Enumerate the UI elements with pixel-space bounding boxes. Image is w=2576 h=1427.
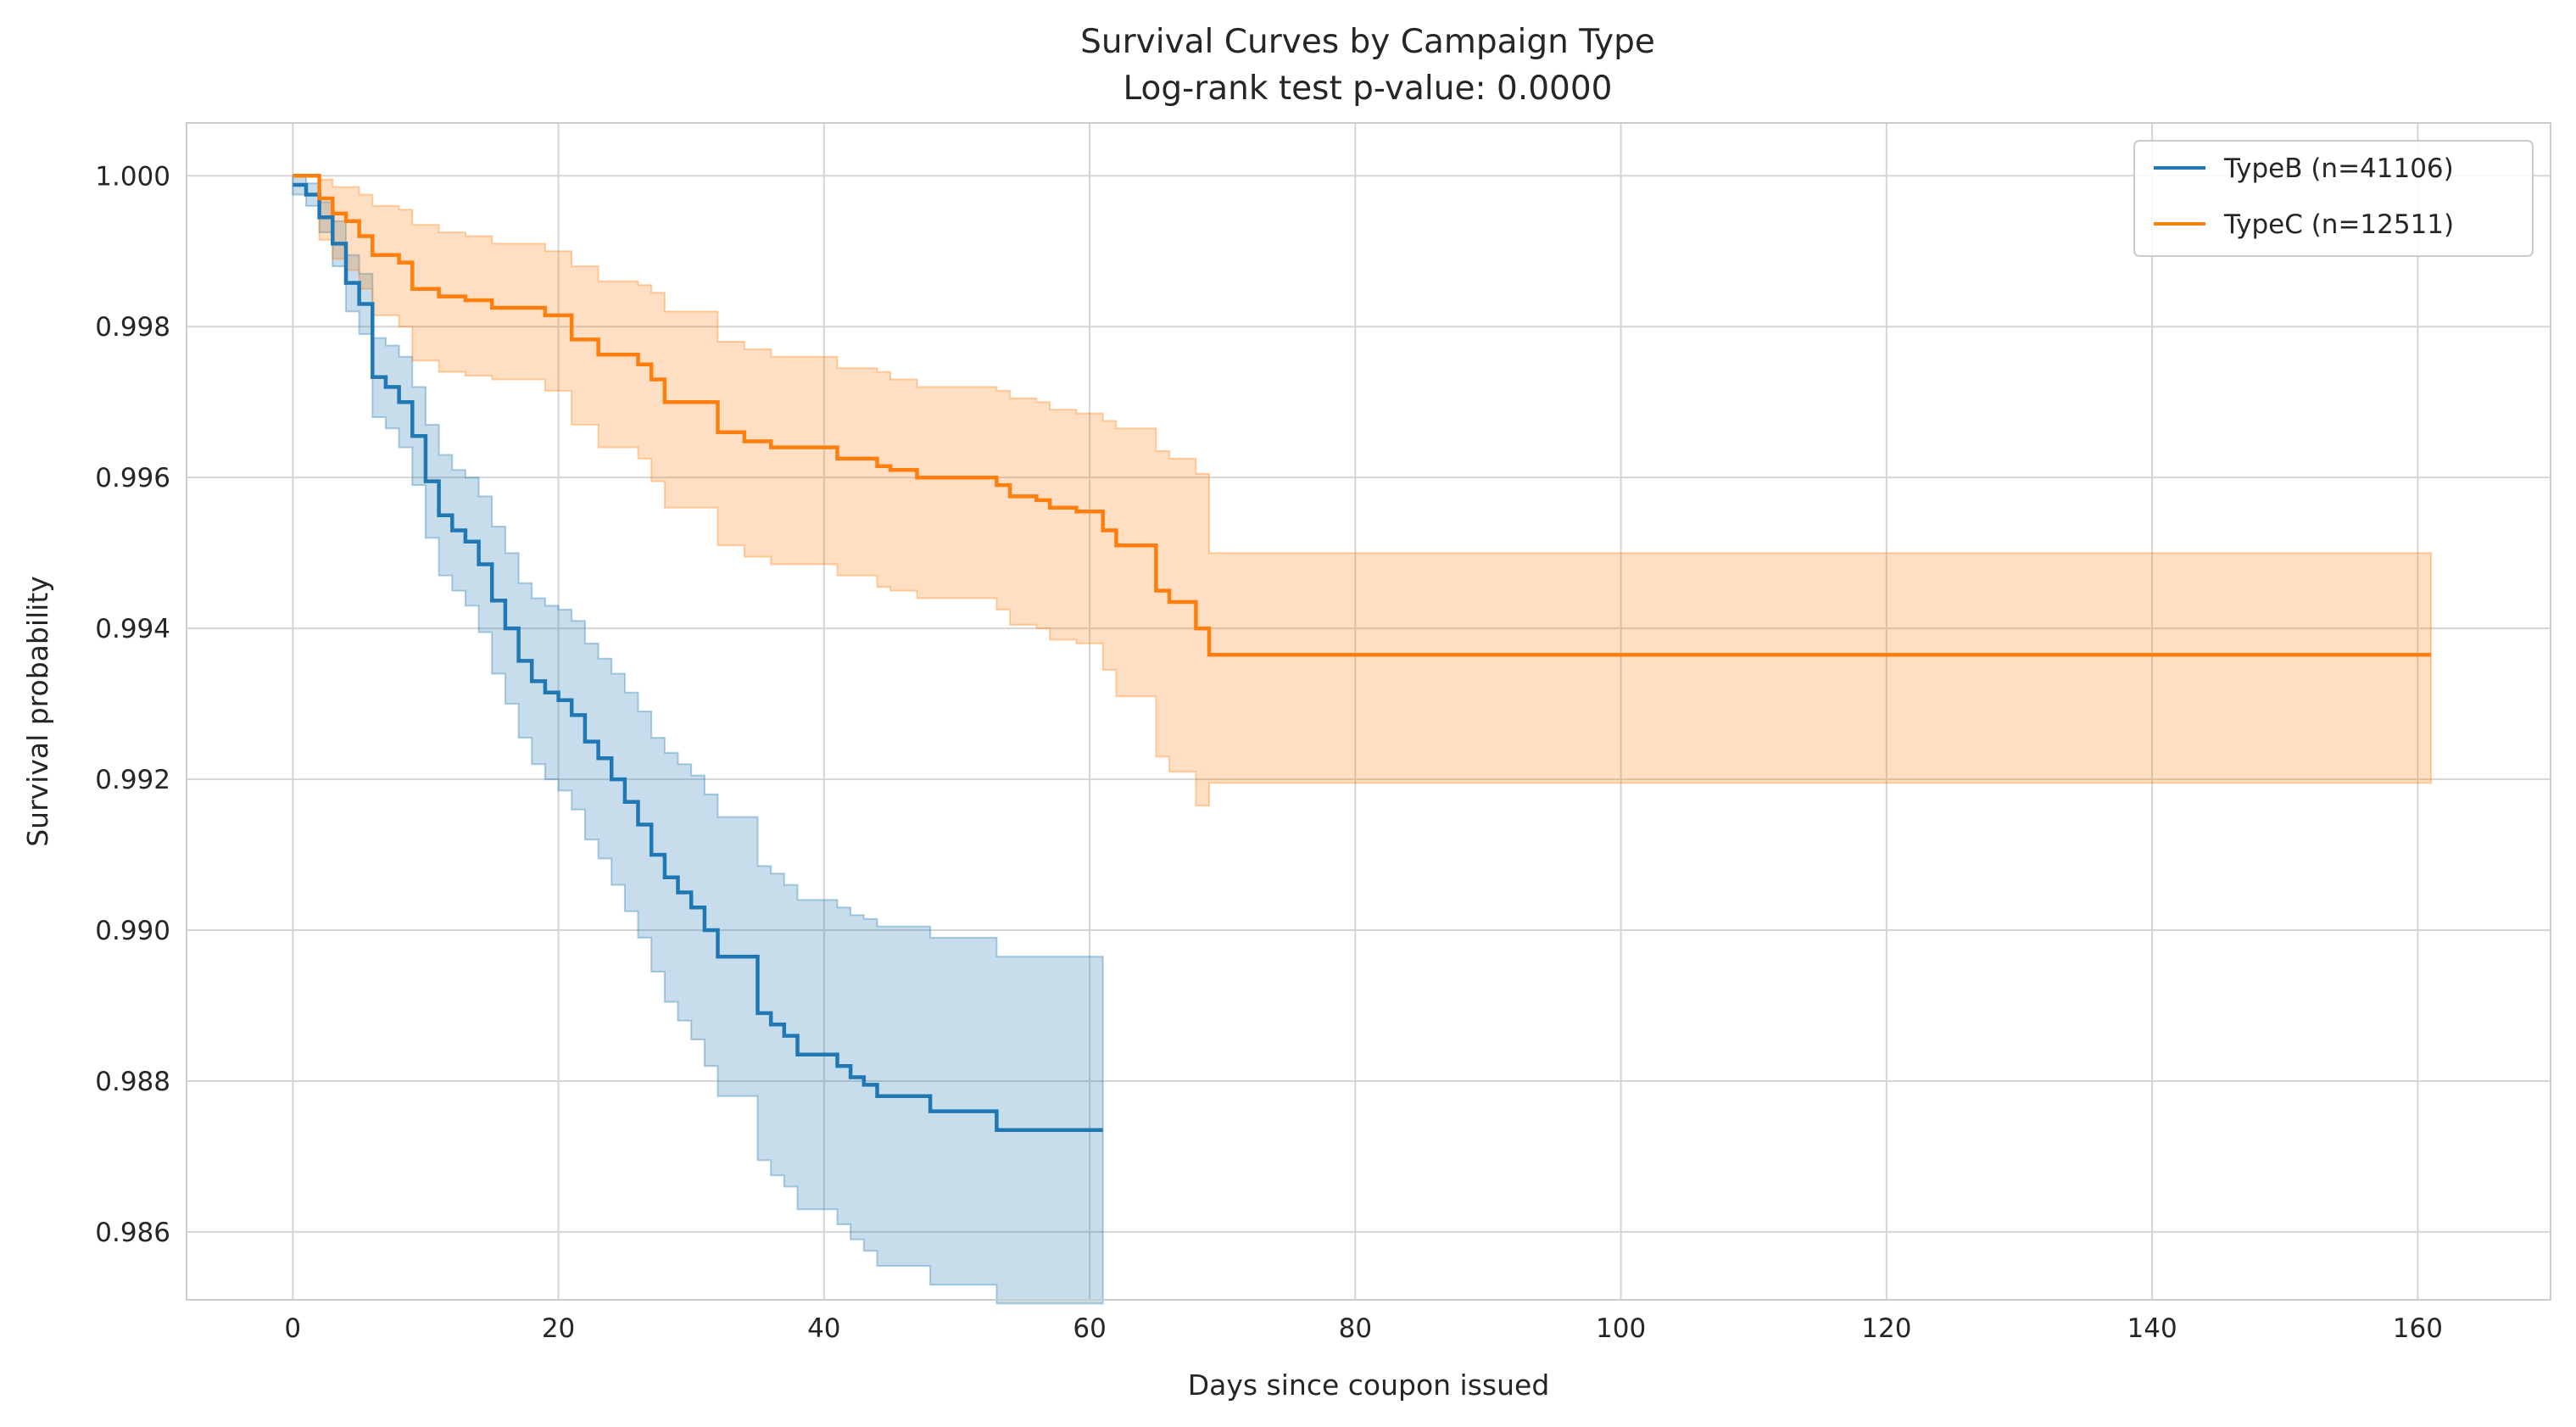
y-tick-label: 1.000 [95, 161, 170, 192]
x-tick-label: 20 [542, 1313, 575, 1344]
grid-lines [187, 123, 2551, 1300]
x-axis-label: Days since coupon issued [1188, 1368, 1550, 1402]
x-tick-label: 60 [1073, 1313, 1106, 1344]
y-tick-label: 0.988 [95, 1067, 170, 1097]
y-axis-ticks: 0.986 0.988 0.990 0.992 0.994 0.996 0.998 1.000 [95, 161, 170, 1248]
chart-title: Survival Curves by Campaign Type [1080, 23, 1655, 61]
y-tick-label: 0.992 [95, 765, 170, 795]
x-tick-label: 160 [2393, 1313, 2443, 1344]
x-tick-label: 140 [2127, 1313, 2177, 1344]
legend-label-typeb: TypeB (n=41106) [2223, 153, 2454, 184]
legend: TypeB (n=41106) TypeC (n=12511) [2133, 140, 2534, 257]
y-tick-label: 0.994 [95, 614, 170, 644]
survival-line-typeb [293, 182, 1103, 1133]
y-tick-label: 0.986 [95, 1218, 170, 1248]
y-tick-label: 0.998 [95, 312, 170, 343]
survival-line-typec [293, 174, 2431, 657]
legend-label-typec: TypeC (n=12511) [2223, 209, 2454, 240]
plot-frame [186, 122, 2551, 1301]
confidence-bands [292, 175, 2432, 1305]
y-tick-label: 0.996 [95, 463, 170, 493]
x-tick-label: 0 [284, 1313, 301, 1344]
confidence-band-typeb [292, 175, 1104, 1305]
legend-box [2133, 140, 2534, 257]
y-axis-label: Survival probability [21, 576, 54, 847]
x-tick-label: 80 [1339, 1313, 1372, 1344]
chart-subtitle: Log-rank test p-value: 0.0000 [1124, 70, 1613, 108]
x-tick-label: 40 [807, 1313, 840, 1344]
x-tick-label: 120 [1861, 1313, 1911, 1344]
x-axis-ticks: 0 20 40 60 80 100 120 140 160 [284, 1313, 2443, 1344]
x-tick-label: 100 [1596, 1313, 1646, 1344]
confidence-band-typec [293, 175, 2432, 807]
survival-lines [293, 174, 2431, 1133]
y-tick-label: 0.990 [95, 916, 170, 946]
